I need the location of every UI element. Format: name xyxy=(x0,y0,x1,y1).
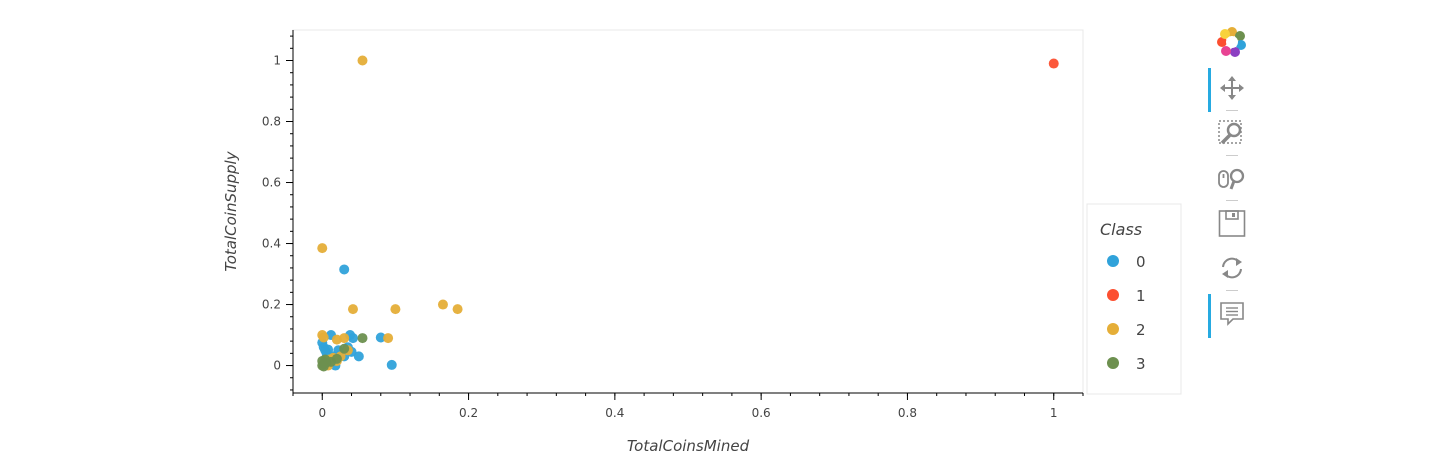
data-point-class-0 xyxy=(386,359,397,370)
legend-swatch-class-2 xyxy=(1107,323,1119,335)
data-point-class-3 xyxy=(357,333,368,344)
legend: Class 0 1 2 3 xyxy=(1086,203,1182,395)
data-point-class-0 xyxy=(375,332,386,343)
pan-tool-icon[interactable] xyxy=(1208,68,1250,112)
data-point-class-0 xyxy=(339,264,350,275)
data-point-class-0 xyxy=(347,333,358,344)
y-tick-label: 1 xyxy=(273,54,281,68)
data-point-class-1 xyxy=(1048,58,1059,69)
x-tick-label: 1 xyxy=(1050,406,1058,420)
box-zoom-tool-icon[interactable] xyxy=(1214,116,1250,152)
data-point-class-2 xyxy=(331,334,342,345)
y-tick-label: 0.6 xyxy=(262,176,281,190)
data-point-class-2 xyxy=(317,243,328,254)
data-point-class-2 xyxy=(452,304,463,315)
save-tool-icon[interactable] xyxy=(1214,206,1250,242)
data-point-class-2 xyxy=(357,55,368,66)
x-tick-label: 0.8 xyxy=(898,406,917,420)
y-tick-label: 0.2 xyxy=(262,298,281,312)
reset-tool-icon[interactable] xyxy=(1214,250,1250,286)
y-axis-label: TotalCoinSupply xyxy=(222,150,240,271)
legend-swatch-class-0 xyxy=(1107,255,1119,267)
data-point-class-2 xyxy=(318,332,329,343)
legend-label-class-0: 0 xyxy=(1136,253,1146,271)
data-point-class-3 xyxy=(318,361,329,372)
data-point-class-2 xyxy=(390,304,401,315)
data-point-class-2 xyxy=(437,299,448,310)
data-point-class-2 xyxy=(383,333,394,344)
y-tick-label: 0.4 xyxy=(262,237,281,251)
legend-label-class-1: 1 xyxy=(1136,287,1146,305)
legend-title: Class xyxy=(1100,220,1142,239)
legend-swatch-class-3 xyxy=(1107,357,1119,369)
legend-label-class-2: 2 xyxy=(1136,321,1146,339)
legend-swatch-class-1 xyxy=(1107,289,1119,301)
x-tick-label: 0.6 xyxy=(752,406,771,420)
data-point-class-2 xyxy=(347,304,358,315)
bokeh-logo-icon[interactable] xyxy=(1214,24,1250,60)
hover-tool-icon[interactable] xyxy=(1208,294,1250,338)
x-tick-label: 0.4 xyxy=(605,406,624,420)
x-tick-label: 0 xyxy=(318,406,326,420)
x-tick-label: 0.2 xyxy=(459,406,478,420)
data-point-class-0 xyxy=(353,351,364,362)
plot-area xyxy=(292,29,1084,394)
data-point-class-3 xyxy=(331,353,342,364)
wheel-zoom-tool-icon[interactable] xyxy=(1214,161,1250,197)
data-point-class-3 xyxy=(339,343,350,354)
x-axis-label: TotalCoinsMined xyxy=(627,437,750,455)
legend-label-class-3: 3 xyxy=(1136,355,1146,373)
y-tick-label: 0.8 xyxy=(262,115,281,129)
y-tick-label: 0 xyxy=(273,359,281,373)
